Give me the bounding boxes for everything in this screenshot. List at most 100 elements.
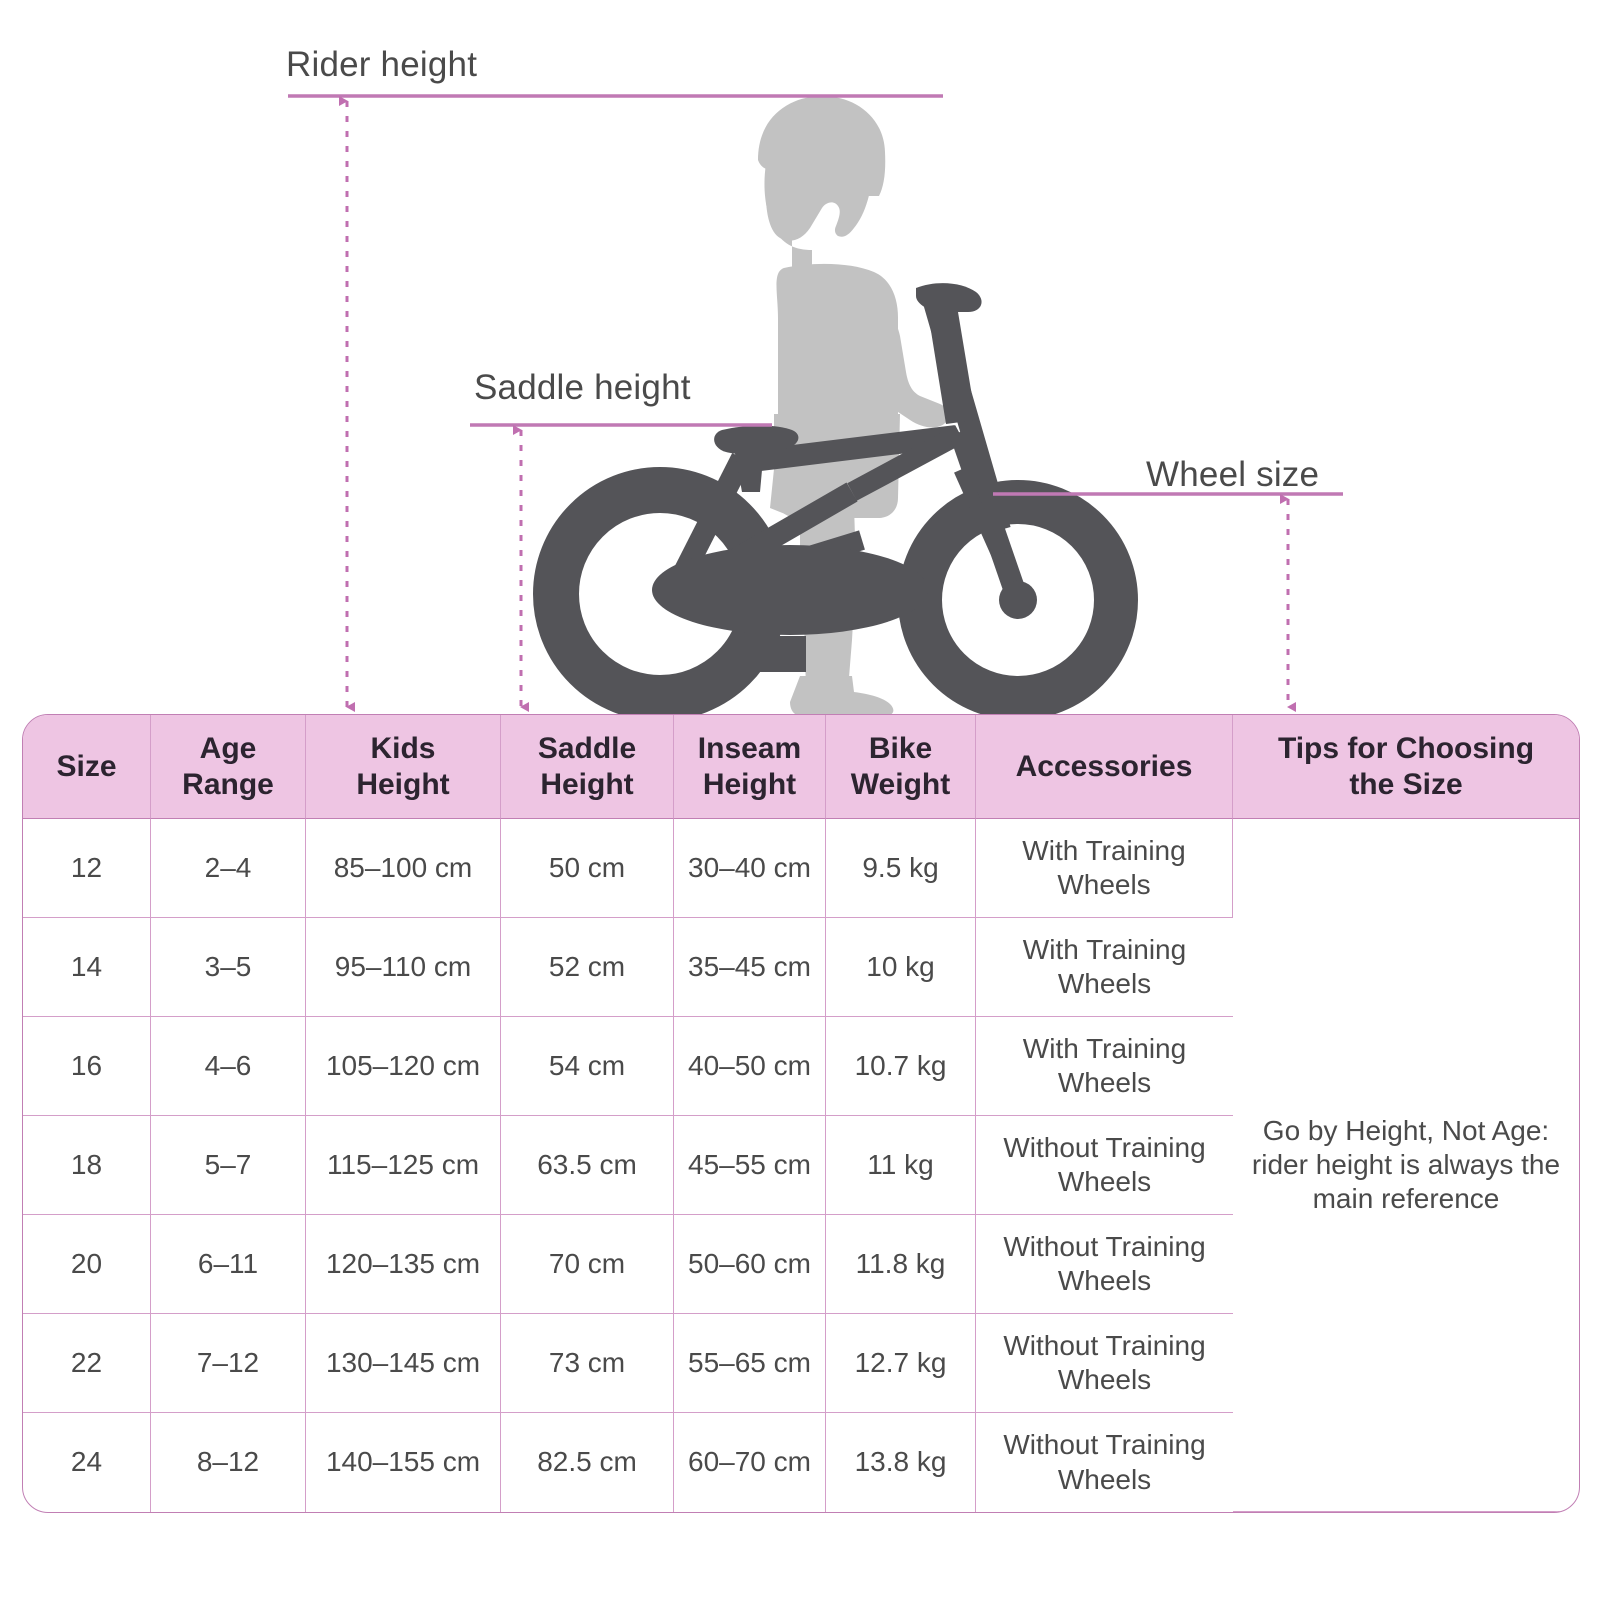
cell-age-range: 4–6: [151, 1017, 306, 1116]
saddle-height-label: Saddle height: [474, 368, 691, 407]
column-header-tips: Tips for Choosing the Size: [1233, 715, 1579, 819]
column-header-bike-weight-line2: Weight: [850, 767, 951, 801]
cell-saddle-height: 73 cm: [501, 1314, 674, 1413]
cell-saddle-height: 52 cm: [501, 918, 674, 1017]
table-row: 18 5–7 115–125 cm 63.5 cm 45–55 cm 11 kg…: [23, 1116, 1579, 1215]
bicycle-details: [652, 283, 1037, 672]
cell-accessories-line2: Wheels: [1057, 1067, 1152, 1098]
cell-tips: Go by Height, Not Age: rider height is a…: [1233, 819, 1579, 1512]
column-header-tips-line1: Tips for Choosing: [1277, 732, 1535, 766]
cell-accessories-line1: Without Training: [1003, 1429, 1206, 1461]
cell-accessories-line2: Wheels: [1057, 1166, 1152, 1197]
cell-bike-weight: 10 kg: [826, 918, 976, 1017]
bike-size-table-container: Size Age Range Kids Height Saddle Height…: [22, 714, 1580, 1513]
cell-inseam-height: 30–40 cm: [674, 819, 826, 918]
column-header-inseam-height: Inseam Height: [674, 715, 826, 819]
cell-inseam-height: 40–50 cm: [674, 1017, 826, 1116]
cell-bike-weight: 9.5 kg: [826, 819, 976, 918]
table-row: 16 4–6 105–120 cm 54 cm 40–50 cm 10.7 kg…: [23, 1017, 1579, 1116]
cell-age-range: 5–7: [151, 1116, 306, 1215]
cell-accessories-line2: Wheels: [1057, 968, 1152, 999]
column-header-age-range: Age Range: [151, 715, 306, 819]
column-header-age-range-line2: Range: [182, 767, 274, 801]
table-header-row: Size Age Range Kids Height Saddle Height…: [23, 715, 1579, 819]
cell-age-range: 7–12: [151, 1314, 306, 1413]
table-row: 20 6–11 120–135 cm 70 cm 50–60 cm 11.8 k…: [23, 1215, 1579, 1314]
column-header-saddle-height-line2: Height: [540, 767, 634, 801]
column-header-kids-height-line1: Kids: [370, 732, 436, 766]
cell-accessories-line2: Wheels: [1057, 1364, 1152, 1395]
column-header-size: Size: [23, 715, 151, 819]
cell-accessories: Without Training Wheels: [976, 1314, 1233, 1413]
cell-size: 20: [23, 1215, 151, 1314]
cell-accessories-line1: Without Training: [1003, 1131, 1206, 1163]
cell-kids-height: 95–110 cm: [306, 918, 501, 1017]
column-header-age-range-line1: Age: [199, 732, 257, 766]
cell-bike-weight: 11 kg: [826, 1116, 976, 1215]
cell-accessories-line1: With Training: [1022, 933, 1187, 965]
rider-height-dimension: [288, 94, 943, 712]
table-row: 22 7–12 130–145 cm 73 cm 55–65 cm 12.7 k…: [23, 1314, 1579, 1413]
cell-size: 16: [23, 1017, 151, 1116]
cell-accessories-line1: With Training: [1022, 834, 1186, 866]
table-header: Size Age Range Kids Height Saddle Height…: [23, 715, 1579, 819]
cell-age-range: 2–4: [151, 819, 306, 918]
cell-age-range: 8–12: [151, 1413, 306, 1512]
column-header-inseam-height-line2: Height: [702, 767, 797, 801]
cell-size: 12: [23, 819, 151, 918]
cell-accessories-line1: Without Training: [1003, 1230, 1206, 1262]
cell-saddle-height: 50 cm: [501, 819, 674, 918]
cell-inseam-height: 50–60 cm: [674, 1215, 826, 1314]
column-header-accessories-label: Accessories: [1015, 749, 1193, 783]
cell-accessories: With Training Wheels: [976, 918, 1233, 1017]
cell-kids-height: 130–145 cm: [306, 1314, 501, 1413]
rider-height-label: Rider height: [286, 45, 478, 84]
cell-accessories-line2: Wheels: [1057, 869, 1151, 900]
table-body: 12 2–4 85–100 cm 50 cm 30–40 cm 9.5 kg W…: [23, 819, 1579, 1512]
cell-saddle-height: 70 cm: [501, 1215, 674, 1314]
cell-kids-height: 85–100 cm: [306, 819, 501, 918]
column-header-kids-height: Kids Height: [306, 715, 501, 819]
cell-bike-weight: 13.8 kg: [826, 1413, 976, 1512]
column-header-tips-line2: the Size: [1349, 767, 1463, 801]
wheel-size-dimension: [993, 492, 1343, 712]
cell-inseam-height: 35–45 cm: [674, 918, 826, 1017]
column-header-size-label: Size: [56, 749, 117, 783]
cell-size: 14: [23, 918, 151, 1017]
cell-saddle-height: 82.5 cm: [501, 1413, 674, 1512]
table-row: 24 8–12 140–155 cm 82.5 cm 60–70 cm 13.8…: [23, 1413, 1579, 1512]
table-row: 14 3–5 95–110 cm 52 cm 35–45 cm 10 kg Wi…: [23, 918, 1579, 1017]
cell-age-range: 6–11: [151, 1215, 306, 1314]
cell-accessories: Without Training Wheels: [976, 1215, 1233, 1314]
saddle-height-dimension: [470, 423, 772, 712]
cell-accessories: Without Training Wheels: [976, 1116, 1233, 1215]
cell-size: 22: [23, 1314, 151, 1413]
cell-size: 24: [23, 1413, 151, 1512]
cell-kids-height: 105–120 cm: [306, 1017, 501, 1116]
column-header-saddle-height-line1: Saddle: [537, 732, 637, 766]
cell-inseam-height: 55–65 cm: [674, 1314, 826, 1413]
column-header-bike-weight-line1: Bike: [868, 732, 933, 766]
diagram-illustration: [288, 94, 1343, 715]
cell-age-range: 3–5: [151, 918, 306, 1017]
cell-accessories-line2: Wheels: [1057, 1463, 1152, 1495]
cell-saddle-height: 63.5 cm: [501, 1116, 674, 1215]
table-row: 12 2–4 85–100 cm 50 cm 30–40 cm 9.5 kg W…: [23, 819, 1579, 1512]
cell-kids-height: 115–125 cm: [306, 1116, 501, 1215]
column-header-accessories: Accessories: [976, 715, 1233, 819]
cell-accessories: With Training Wheels: [976, 819, 1233, 918]
cell-accessories-line1: Without Training: [1003, 1329, 1206, 1361]
cell-kids-height: 120–135 cm: [306, 1215, 501, 1314]
bike-sizing-diagram: Rider height Saddle height Wheel size: [0, 0, 1600, 715]
cell-accessories-line2: Wheels: [1057, 1265, 1152, 1296]
cell-bike-weight: 10.7 kg: [826, 1017, 976, 1116]
column-header-kids-height-line2: Height: [356, 767, 450, 801]
cell-saddle-height: 54 cm: [501, 1017, 674, 1116]
cell-bike-weight: 12.7 kg: [826, 1314, 976, 1413]
cell-bike-weight: 11.8 kg: [826, 1215, 976, 1314]
column-header-inseam-height-line1: Inseam: [697, 732, 802, 766]
bike-size-table: Size Age Range Kids Height Saddle Height…: [22, 714, 1580, 1513]
wheel-size-label: Wheel size: [1146, 455, 1320, 494]
cell-accessories-line1: With Training: [1022, 1032, 1187, 1064]
cell-inseam-height: 45–55 cm: [674, 1116, 826, 1215]
